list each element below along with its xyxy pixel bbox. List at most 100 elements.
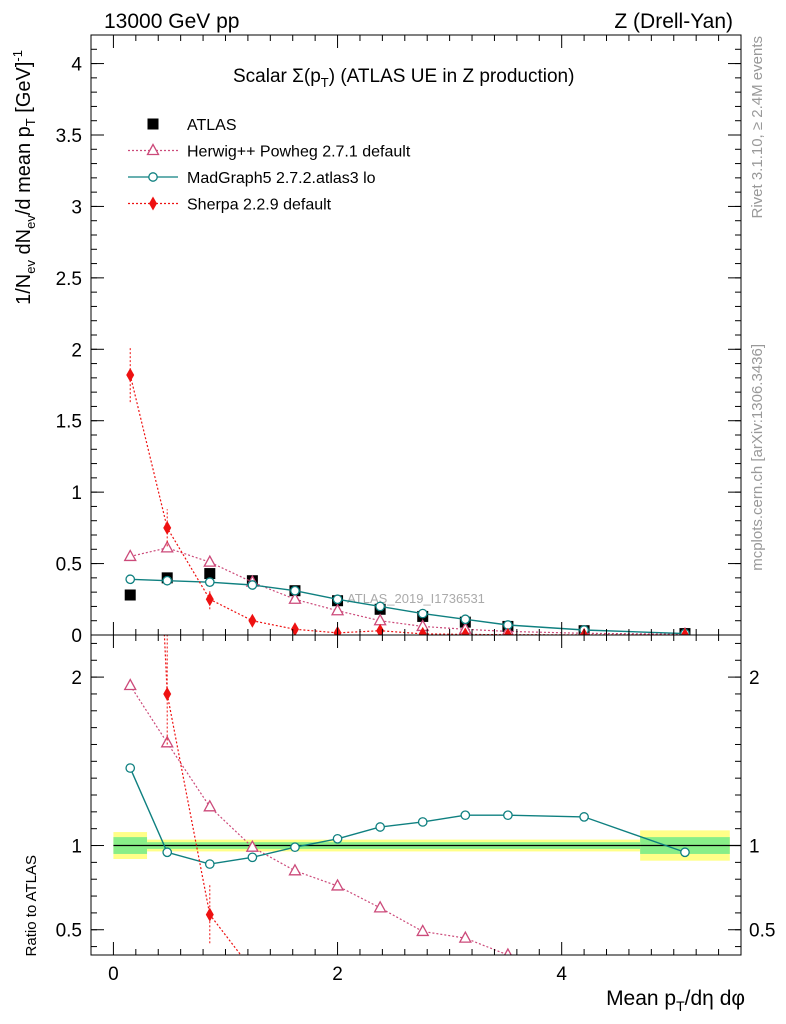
y-tick-label: 1 bbox=[71, 483, 82, 504]
uncertainty-bands bbox=[113, 830, 741, 861]
legend-label: MadGraph5 2.7.2.atlas3 lo bbox=[187, 170, 376, 187]
data-point bbox=[248, 613, 257, 628]
ratio-point bbox=[288, 863, 302, 876]
ratio-point bbox=[503, 947, 512, 955]
data-point bbox=[373, 613, 387, 626]
ratio-axis-label: Ratio to ATLAS bbox=[23, 855, 40, 956]
ratio-series-layer bbox=[123, 635, 690, 977]
ratio-point bbox=[503, 810, 513, 821]
legend-marker bbox=[147, 118, 159, 130]
rivet-label: Rivet 3.1.10, ≥ 2.4M events bbox=[749, 36, 766, 219]
legend-item: MadGraph5 2.7.2.atlas3 lo bbox=[128, 170, 376, 187]
ratio-point bbox=[680, 847, 690, 858]
y-tick-label: 3 bbox=[71, 197, 82, 218]
y-tick-label: 3.5 bbox=[56, 126, 82, 147]
main-panel: ATLAS_2019_I1736531 00.511.522.533.54 Sc… bbox=[10, 34, 742, 647]
ratio-point bbox=[248, 963, 256, 977]
ratio-y-tick-label: 1 bbox=[71, 837, 82, 858]
ratio-y-tick-label-right: 1 bbox=[749, 837, 760, 858]
data-point bbox=[503, 627, 512, 635]
data-point bbox=[163, 520, 172, 535]
legend-item: Sherpa 2.2.9 default bbox=[128, 196, 332, 214]
ratio-point bbox=[163, 686, 172, 701]
ratio-point bbox=[375, 822, 385, 832]
ratio-panel: 0.5 0.5 1 1 2 2 0 2 4 Ratio to ATLAS Mean pT/dη … bbox=[23, 634, 775, 1014]
data-point bbox=[290, 585, 300, 596]
bottom-frame bbox=[90, 634, 742, 956]
legend: ATLAS Herwig++ Powheg 2.7.1 default MadGra… bbox=[128, 117, 411, 214]
data-point bbox=[460, 614, 471, 625]
data-point bbox=[680, 627, 689, 635]
y-tick-label: 0.5 bbox=[56, 555, 82, 576]
ratio-series-1 bbox=[125, 763, 690, 869]
legend-marker bbox=[148, 172, 158, 182]
data-point bbox=[417, 608, 428, 619]
legend-label: Sherpa 2.2.9 default bbox=[187, 197, 332, 214]
data-point bbox=[288, 591, 302, 604]
data-point bbox=[160, 540, 174, 553]
ratio-point bbox=[160, 735, 174, 748]
x-tick-label: 0 bbox=[108, 964, 119, 985]
mcplots-label: mcplots.cern.ch [arXiv:1306.3436] bbox=[749, 344, 766, 571]
process-label: Z (Drell-Yan) bbox=[614, 10, 733, 33]
data-point bbox=[376, 623, 385, 635]
ratio-point bbox=[417, 817, 428, 827]
energy-label: 13000 GeV pp bbox=[104, 10, 239, 33]
x-axis-label: Mean pT/dη dφ bbox=[606, 987, 745, 1014]
data-point bbox=[375, 601, 385, 612]
y-tick-label: 2.5 bbox=[56, 269, 82, 290]
ratio-line bbox=[129, 767, 686, 865]
ratio-point bbox=[125, 763, 136, 773]
ratio-line bbox=[129, 685, 509, 955]
data-point bbox=[418, 626, 427, 635]
top-axis-ticks: 0 0.5 1 1.5 2 2.5 3 3.5 4 bbox=[56, 34, 741, 647]
ratio-point bbox=[247, 852, 258, 863]
ratio-y-tick-label: 2 bbox=[71, 668, 82, 689]
ratio-point bbox=[330, 878, 345, 891]
series-line bbox=[130, 547, 685, 635]
data-point bbox=[247, 580, 258, 590]
ratio-point bbox=[290, 842, 300, 853]
y-tick-label: 2 bbox=[71, 340, 82, 361]
legend-label: Herwig++ Powheg 2.7.1 default bbox=[187, 144, 411, 161]
ratio-y-tick-label-right: 2 bbox=[749, 668, 760, 689]
ratio-point bbox=[162, 847, 173, 858]
ratio-point bbox=[123, 678, 137, 691]
data-point bbox=[290, 622, 299, 635]
ratio-point bbox=[204, 859, 215, 869]
data-point bbox=[332, 594, 343, 605]
ratio-point bbox=[416, 924, 430, 937]
x-tick-label: 4 bbox=[556, 964, 567, 985]
data-point bbox=[205, 592, 214, 607]
ratio-series-2 bbox=[163, 635, 256, 977]
bottom-axis-ticks: 0.5 0.5 1 1 2 2 0 2 4 bbox=[56, 635, 775, 985]
ratio-point bbox=[245, 839, 259, 852]
ratio-point bbox=[458, 930, 472, 943]
series-line bbox=[130, 578, 685, 635]
legend-item: ATLAS bbox=[147, 117, 237, 134]
ratio-y-tick-label-right: 0.5 bbox=[749, 921, 775, 942]
legend-marker bbox=[149, 196, 157, 211]
series-2 bbox=[125, 574, 690, 635]
ratio-point bbox=[460, 810, 471, 821]
y-tick-label: 4 bbox=[71, 55, 82, 76]
data-point bbox=[124, 589, 136, 601]
ratio-y-tick-label: 0.5 bbox=[56, 921, 82, 942]
data-point bbox=[123, 549, 137, 562]
plot-title: Scalar Σ(pT) (ATLAS UE in Z production) bbox=[233, 66, 574, 90]
x-tick-label: 2 bbox=[332, 964, 343, 985]
legend-marker bbox=[146, 143, 160, 156]
data-point bbox=[125, 574, 136, 585]
data-point bbox=[203, 554, 217, 567]
ratio-point bbox=[203, 799, 217, 812]
legend-label: ATLAS bbox=[187, 117, 237, 134]
ratio-point bbox=[579, 812, 589, 822]
y-tick-label: 1.5 bbox=[56, 412, 82, 433]
data-point bbox=[162, 575, 173, 586]
data-point bbox=[330, 603, 345, 616]
legend-item: Herwig++ Powheg 2.7.1 default bbox=[128, 143, 411, 161]
data-point bbox=[461, 627, 470, 635]
data-point bbox=[204, 577, 215, 587]
ratio-point bbox=[373, 900, 387, 913]
